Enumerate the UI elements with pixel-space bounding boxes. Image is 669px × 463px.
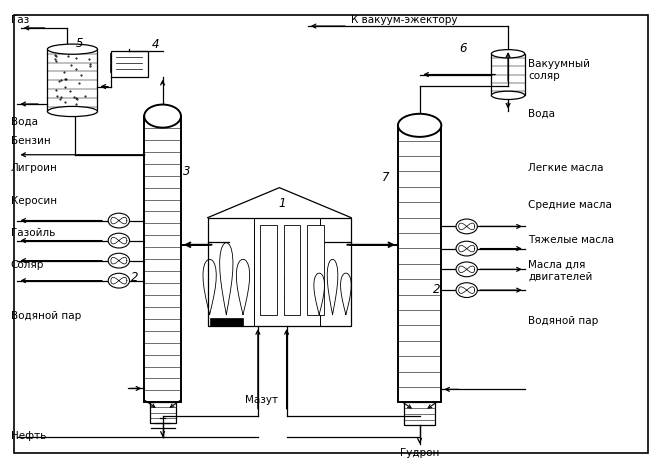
Bar (209, 318, 243, 326)
Text: Нефть: Нефть (11, 431, 46, 440)
Text: Гудрон: Гудрон (400, 448, 440, 458)
Text: Средние масла: Средние масла (528, 200, 612, 210)
Text: Масла для
двигателей: Масла для двигателей (528, 260, 593, 282)
Text: 6: 6 (460, 42, 467, 55)
Bar (404, 402, 436, 425)
Text: Мазут: Мазут (245, 394, 278, 405)
Circle shape (456, 241, 478, 256)
Text: Вакуумный
соляр: Вакуумный соляр (528, 59, 590, 81)
Ellipse shape (398, 114, 442, 137)
Text: Соляр: Соляр (11, 260, 44, 270)
Ellipse shape (492, 50, 524, 58)
Circle shape (108, 213, 130, 228)
Text: Водяной пар: Водяной пар (528, 316, 598, 325)
Bar (260, 225, 277, 314)
Circle shape (108, 273, 130, 288)
Text: 2: 2 (130, 271, 138, 284)
Bar (398, 125, 442, 402)
Ellipse shape (47, 44, 98, 54)
Circle shape (108, 253, 130, 268)
Text: Газ: Газ (11, 15, 29, 25)
Bar (492, 54, 524, 95)
Bar (145, 116, 181, 402)
Text: Керосин: Керосин (11, 195, 57, 206)
Circle shape (456, 219, 478, 234)
Ellipse shape (492, 91, 524, 100)
Text: 1: 1 (279, 197, 286, 210)
Bar (307, 225, 324, 314)
Bar (207, 218, 351, 326)
Bar (47, 49, 98, 112)
Circle shape (456, 283, 478, 298)
Ellipse shape (47, 106, 98, 117)
Text: К вакуум-эжектору: К вакуум-эжектору (351, 15, 458, 25)
Bar (284, 225, 300, 314)
Text: 4: 4 (152, 38, 159, 51)
Circle shape (456, 262, 478, 277)
Text: Лигроин: Лигроин (11, 163, 58, 173)
Text: Тяжелые масла: Тяжелые масла (528, 235, 614, 245)
Text: Вода: Вода (528, 109, 555, 119)
Text: 2: 2 (433, 283, 440, 296)
Text: 5: 5 (76, 37, 83, 50)
Text: Вода: Вода (11, 117, 37, 127)
Text: Водяной пар: Водяной пар (11, 312, 81, 321)
Text: 3: 3 (183, 165, 190, 178)
Text: Газойль: Газойль (11, 228, 55, 238)
Text: 7: 7 (382, 170, 389, 183)
Text: Бензин: Бензин (11, 136, 50, 145)
Bar (111, 51, 148, 77)
Circle shape (108, 233, 130, 248)
Text: Легкие масла: Легкие масла (528, 163, 603, 173)
Ellipse shape (145, 105, 181, 128)
Bar (150, 402, 175, 423)
